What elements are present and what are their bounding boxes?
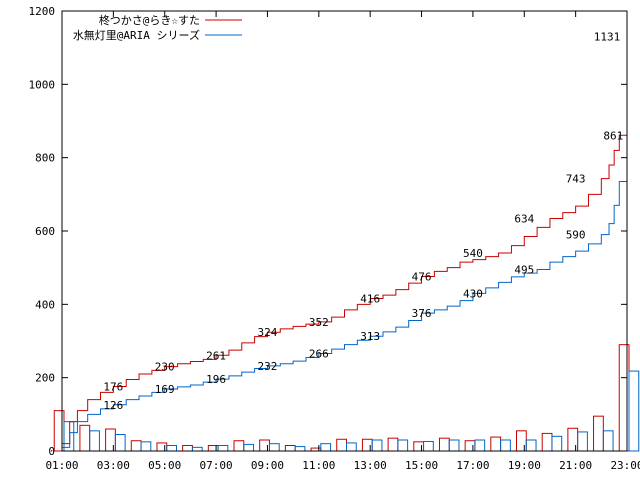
bar-series-1 <box>464 440 476 452</box>
x-tick-label: 13:00 <box>354 459 387 472</box>
data-label: 430 <box>463 287 483 300</box>
x-tick-label: 15:00 <box>405 459 438 472</box>
bar-series-2 <box>423 440 434 452</box>
bar-series-2 <box>628 370 640 452</box>
bar-series-2 <box>217 445 229 452</box>
y-tick-label: 600 <box>35 225 55 238</box>
x-tick-label: 09:00 <box>251 459 284 472</box>
data-label: 476 <box>412 270 432 283</box>
data-label: 590 <box>566 229 586 242</box>
bar-series-1 <box>387 437 399 452</box>
bar-series-1 <box>182 445 193 452</box>
bar-series-2 <box>268 443 280 452</box>
bar-series-2 <box>602 430 614 452</box>
bar-series-2 <box>294 446 306 452</box>
data-label: 540 <box>463 247 483 260</box>
bar-series-2 <box>500 439 511 452</box>
data-label: 313 <box>360 330 380 343</box>
bar-series-1 <box>79 424 91 452</box>
x-tick-label: 23:00 <box>610 459 640 472</box>
bar-series-1 <box>233 440 245 452</box>
data-label: 232 <box>258 360 278 373</box>
y-tick-label: 400 <box>35 298 55 311</box>
bar-series-2 <box>577 431 588 452</box>
bar-series-1 <box>105 428 116 452</box>
bar-series-2 <box>63 421 75 452</box>
x-tick-label: 21:00 <box>559 459 592 472</box>
data-label: 416 <box>360 292 380 305</box>
y-tick-label: 1200 <box>29 5 56 18</box>
data-label: 266 <box>309 347 329 360</box>
data-label: 376 <box>412 307 432 320</box>
bar-series-1 <box>593 415 604 452</box>
bar-series-1 <box>618 344 630 452</box>
bar-series-2 <box>525 439 537 452</box>
y-tick-label: 800 <box>35 152 55 165</box>
bar-series-2 <box>371 439 383 452</box>
bar-series-1 <box>413 441 425 452</box>
bar-series-2 <box>346 442 357 452</box>
bar-series-2 <box>320 443 332 452</box>
x-tick-label: 01:00 <box>45 459 78 472</box>
bar-series-2 <box>89 430 100 452</box>
legend-label-series-1: 柊つかさ@らき☆すた <box>99 13 200 27</box>
data-label: 169 <box>155 383 175 396</box>
line-series-2 <box>62 135 628 448</box>
bar-series-1 <box>516 430 527 452</box>
data-label: 261 <box>206 349 226 362</box>
bar-series-2 <box>397 439 409 452</box>
bar-series-1 <box>438 437 450 452</box>
bars-layer <box>53 344 640 452</box>
data-label: 634 <box>514 213 534 226</box>
bar-series-1 <box>541 432 553 452</box>
bar-series-1 <box>259 439 270 452</box>
data-label: 861 <box>603 129 623 142</box>
legend-label-series-2: 水無灯里@ARIA シリーズ <box>73 28 200 42</box>
x-tick-label: 05:00 <box>148 459 181 472</box>
bar-series-1 <box>490 436 502 452</box>
plot-frame <box>61 10 628 452</box>
bar-series-1 <box>336 438 347 452</box>
x-tick-label: 03:00 <box>97 459 130 472</box>
data-label: 196 <box>206 373 226 386</box>
data-label: 1131 <box>594 30 621 43</box>
bar-series-2 <box>191 446 203 452</box>
data-label: 126 <box>103 399 123 412</box>
bar-series-1 <box>156 442 168 452</box>
bar-series-1 <box>53 410 65 452</box>
x-tick-label: 19:00 <box>508 459 541 472</box>
data-label: 743 <box>566 173 586 186</box>
axes-layer: 0 200 400 600 800 1000 1200 01:00 03:00 05:00 07:0… <box>29 5 640 472</box>
data-label: 230 <box>155 361 175 374</box>
x-tick-label: 11:00 <box>302 459 335 472</box>
bar-series-2 <box>166 445 177 452</box>
y-tick-label: 200 <box>35 372 55 385</box>
data-label: 176 <box>103 380 123 393</box>
bar-series-1 <box>130 440 142 452</box>
data-label: 324 <box>258 326 278 339</box>
x-tick-label: 07:00 <box>200 459 233 472</box>
bar-series-2 <box>551 435 563 452</box>
y-tick-label: 0 <box>48 445 55 458</box>
lines-layer <box>62 99 628 448</box>
x-tick-label: 17:00 <box>456 459 489 472</box>
bar-series-1 <box>207 445 219 452</box>
bar-series-2 <box>114 434 126 452</box>
legend: 柊つかさ@らき☆すた 水無灯里@ARIA シリーズ <box>73 13 242 42</box>
bar-series-2 <box>474 439 486 452</box>
line-series-1 <box>62 99 628 445</box>
data-label: 495 <box>514 264 534 277</box>
data-label: 352 <box>309 316 329 329</box>
annotations-layer: 176 230 261 324 352 416 476 540 634 743 861 1131 126… <box>103 30 623 412</box>
bar-series-2 <box>243 443 255 452</box>
bar-series-2 <box>448 439 460 452</box>
y-tick-label: 1000 <box>29 78 56 91</box>
bar-series-2 <box>140 441 152 452</box>
bar-series-1 <box>284 445 296 452</box>
bar-series-1 <box>361 438 373 452</box>
bar-series-1 <box>567 427 579 452</box>
